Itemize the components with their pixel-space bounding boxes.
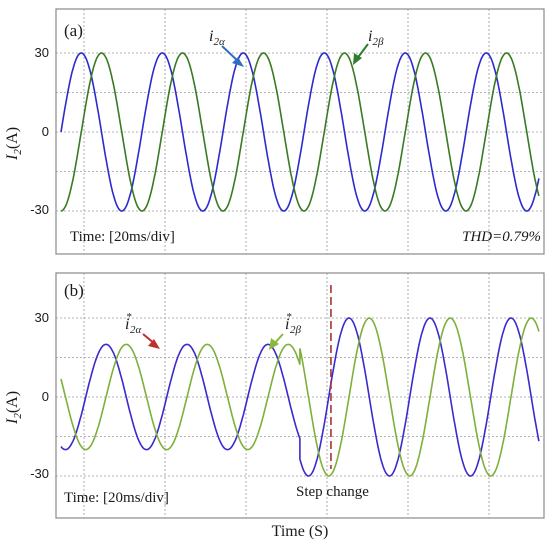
x-axis-label: Time (S) [272, 523, 329, 540]
panel-a-ytick-0: 0 [42, 124, 49, 139]
panel-a-frame [55, 8, 545, 255]
panel-b-frame [55, 272, 545, 519]
panel-b: (b) 30 0 -30 I2(A) Time: [20ms/div] Step… [4, 272, 545, 519]
panel-a-time-note: Time: [20ms/div] [70, 229, 175, 245]
panel-b-ylabel: I2(A) [4, 391, 24, 425]
panel-a-ytick-30: 30 [35, 45, 49, 60]
panel-b-step-change-label: Step change [296, 484, 369, 500]
panel-b-traces [60, 285, 540, 477]
svg-text:i*2α: i* 2α [125, 311, 141, 336]
panel-a-arrowhead-i2alpha [232, 57, 244, 67]
panel-b-annotation-i2alpha-ref: i* 2α [125, 311, 160, 349]
panel-a-label: (a) [64, 21, 83, 40]
panel-b-ytick-30: 30 [35, 310, 49, 325]
panel-a-traces [60, 52, 540, 212]
panel-b-ytick-0: 0 [42, 389, 49, 404]
panel-a-arrowhead-i2beta [353, 53, 362, 65]
panel-a-series-beta-line [60, 52, 540, 212]
panel-a-grid [56, 9, 544, 254]
svg-text:i2α: i2α [209, 28, 225, 48]
panel-a-thd-note: THD=0.79% [462, 229, 541, 245]
panel-a-annotation-i2alpha: i2α [209, 28, 244, 67]
panel-b-arrowhead-i2alpha-ref [148, 339, 160, 349]
panel-b-arrowhead-i2beta-ref [269, 338, 279, 350]
panel-b-ytick-neg30: -30 [30, 466, 49, 481]
panel-b-annotation-i2beta-ref: i* 2β [269, 311, 301, 350]
panel-b-label: (b) [64, 281, 84, 300]
svg-text:i2β: i2β [368, 28, 384, 48]
panel-b-series-alpha-line [60, 317, 540, 477]
panel-a-annotation-i2beta: i2β [353, 28, 384, 65]
panel-b-series-beta-line [60, 317, 540, 477]
panel-a-series-alpha-line [60, 52, 540, 212]
panel-a-ylabel: I2(A) [4, 127, 24, 161]
panel-a-ytick-neg30: -30 [30, 202, 49, 217]
svg-text:i*2β: i* 2β [285, 311, 301, 336]
panel-a: (a) 30 0 -30 I2(A) Time: [20ms/div] THD=… [4, 8, 545, 255]
panel-b-time-note: Time: [20ms/div] [64, 490, 169, 506]
